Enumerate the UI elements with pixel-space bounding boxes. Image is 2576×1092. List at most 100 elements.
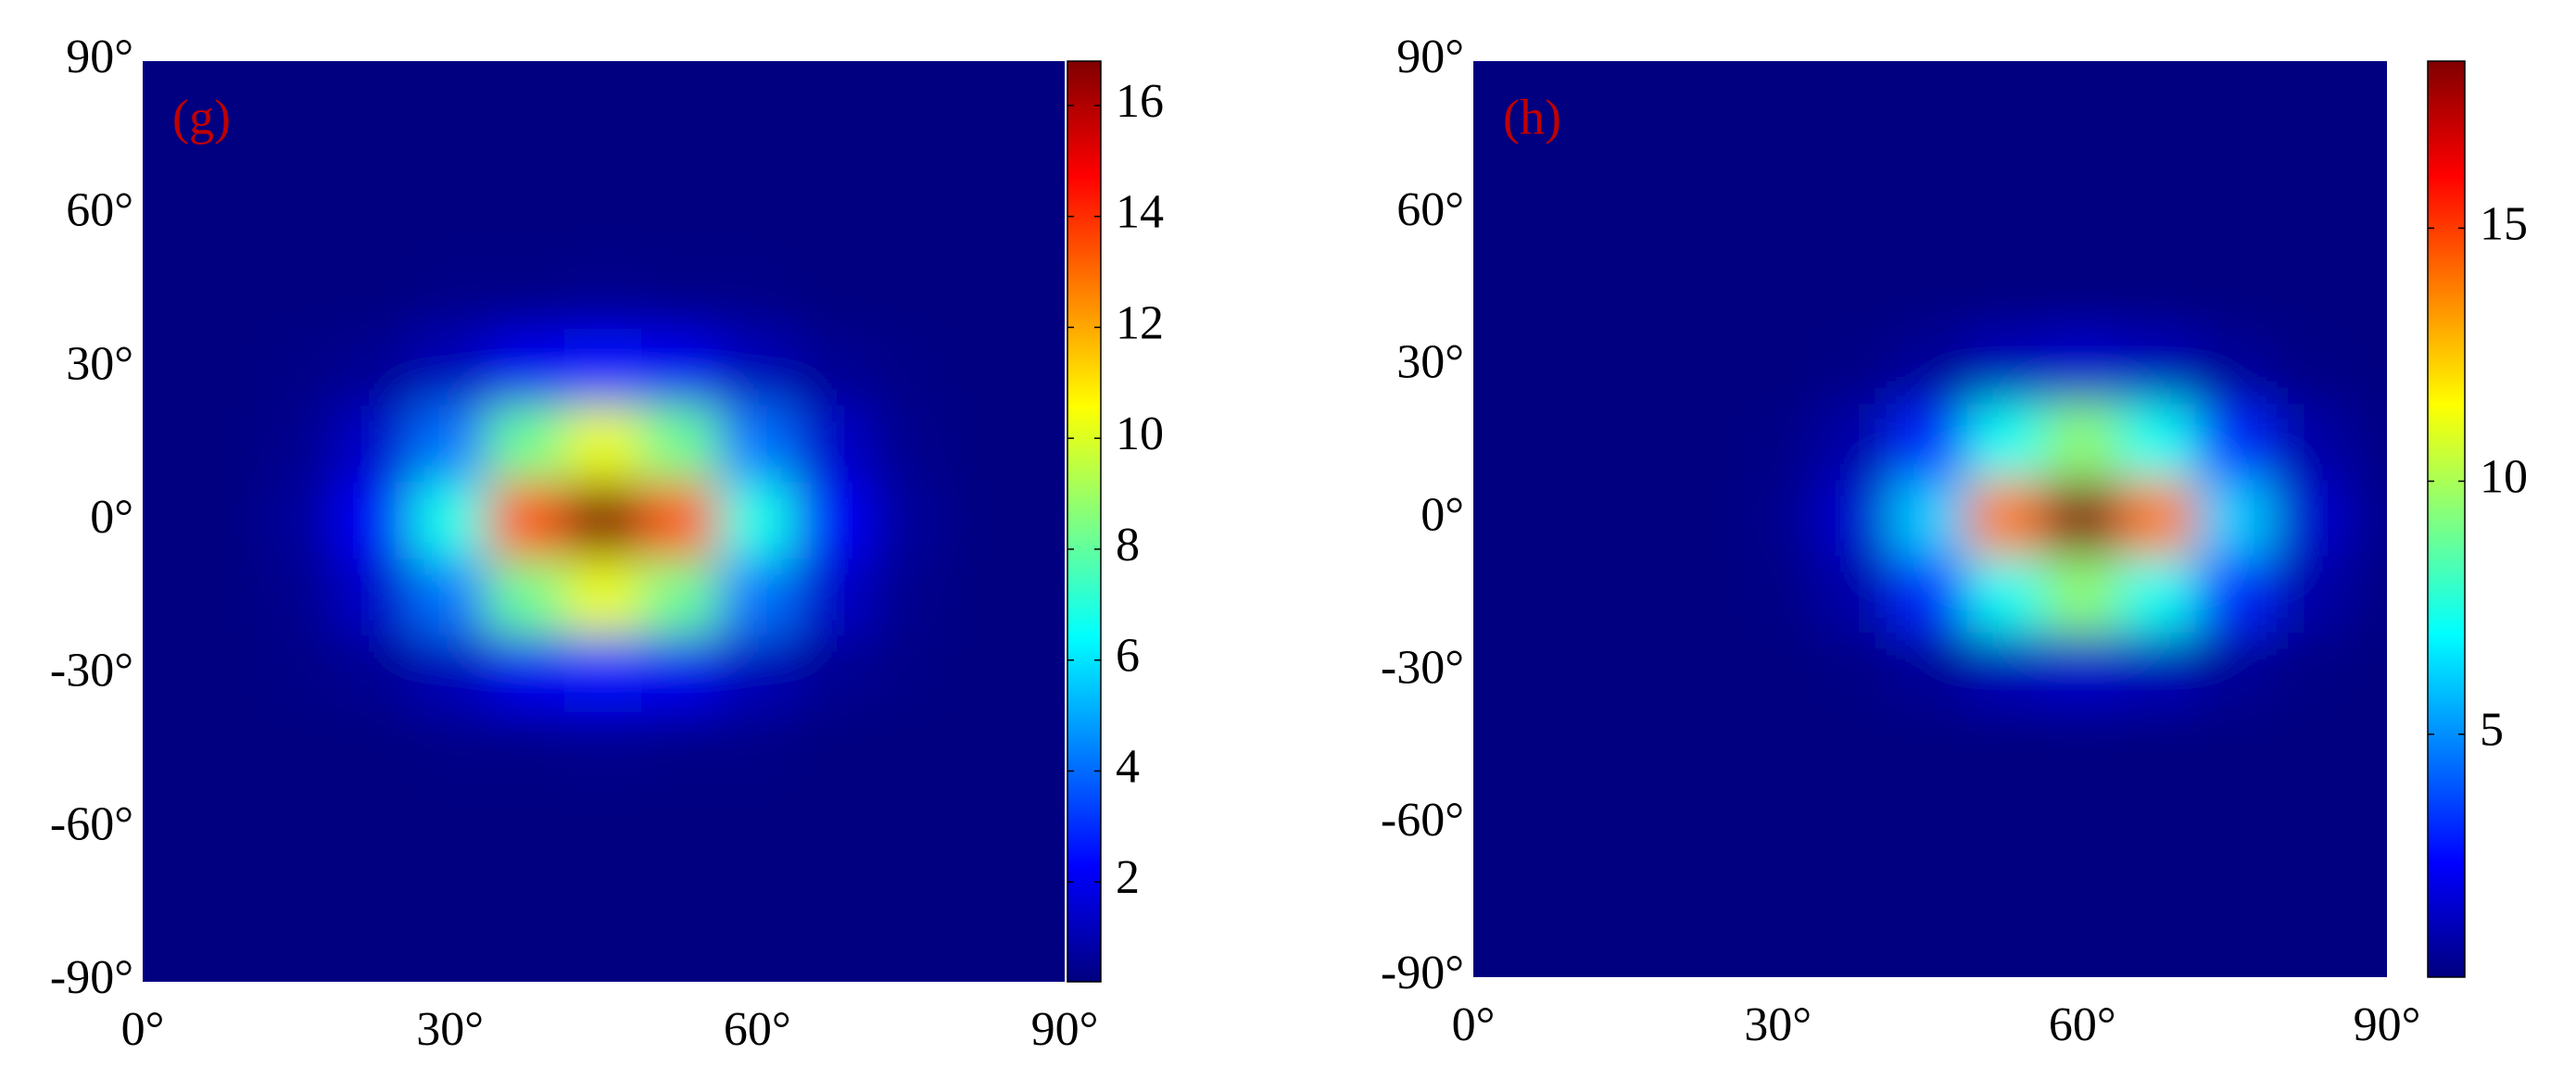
heatmap-cell (257, 788, 336, 868)
heatmap-cell (948, 175, 1028, 255)
heatmap-cell (1586, 937, 1665, 977)
heatmap-cell (180, 98, 259, 178)
colorbar-tick-label: 4 (1116, 740, 1140, 793)
heatmap-cell (1473, 861, 1513, 940)
heatmap-cell (180, 712, 259, 791)
heatmap-cell (1586, 98, 1665, 177)
heatmap-cell (871, 865, 951, 945)
heatmap-cell (2043, 174, 2122, 254)
heatmap-cell (143, 942, 183, 982)
heatmap-cell (2195, 327, 2274, 406)
heatmap-cell (334, 559, 413, 638)
heatmap-cell (1662, 174, 1741, 254)
heatmap-cell (1510, 480, 1589, 559)
heatmap-cell (1586, 556, 1665, 635)
heatmap-cell (640, 942, 720, 982)
heatmap-cell (1662, 403, 1741, 483)
heatmap-cell (717, 788, 797, 868)
heatmap-cell (257, 252, 336, 331)
heatmap-cell (948, 559, 1028, 638)
heatmap-cell (1510, 98, 1589, 177)
x-tick-label: 90° (1031, 1003, 1099, 1056)
heatmap-cell (334, 712, 413, 791)
heatmap-cell (2271, 556, 2350, 635)
heatmap-cell (1890, 61, 1970, 101)
heatmap-cell (1510, 251, 1589, 330)
heatmap-cell (2347, 327, 2387, 406)
heatmap-cell (2043, 861, 2122, 940)
y-tick-label: 60° (66, 184, 133, 237)
heatmap-cell (794, 635, 874, 715)
heatmap-cell (1814, 709, 1893, 787)
heatmap-cell (2347, 633, 2387, 711)
heatmap-cell (2347, 861, 2387, 940)
heatmap-cell (1890, 784, 1970, 864)
heatmap-cell (1814, 633, 1893, 711)
heatmap-cell (1025, 942, 1065, 982)
heatmap-cell (334, 635, 413, 715)
heatmap-cell (2119, 861, 2198, 940)
heatmap-cell (640, 328, 720, 408)
heatmap-cell (1967, 403, 2046, 483)
heatmap-cell (410, 788, 490, 868)
heatmap-cell (143, 328, 183, 408)
heatmap-cell (717, 942, 797, 982)
heatmap-cell (717, 175, 797, 255)
heatmap-cell (871, 405, 951, 484)
heatmap-cell (2195, 556, 2274, 635)
heatmap-cell (871, 175, 951, 255)
heatmap-cell (717, 252, 797, 331)
heatmap-cell (1510, 937, 1589, 977)
heatmap-cell (717, 865, 797, 945)
heatmap-cell (640, 175, 720, 255)
heatmap (1473, 61, 2387, 977)
colorbar-tick-label: 6 (1116, 630, 1140, 683)
heatmap-cell (2347, 403, 2387, 483)
heatmap-cell (717, 405, 797, 484)
heatmap-cell (871, 559, 951, 638)
heatmap-cell (2347, 480, 2387, 559)
heatmap-cell (871, 252, 951, 331)
heatmap-cell (1510, 709, 1589, 787)
heatmap-cell (1025, 61, 1065, 101)
heatmap-cell (487, 788, 567, 868)
heatmap-cell (1025, 482, 1065, 561)
heatmap-cell (1890, 251, 1970, 330)
heatmap-cell (1967, 633, 2046, 711)
heatmap-cell (143, 175, 183, 255)
heatmap-cell (2271, 861, 2350, 940)
y-tick-label: 0° (90, 491, 133, 544)
heatmap-cell (1814, 480, 1893, 559)
heatmap-cell (1890, 861, 1970, 940)
heatmap-cell (1025, 405, 1065, 484)
heatmap-cell (794, 788, 874, 868)
heatmap-cell (2271, 709, 2350, 787)
heatmap-cell (1662, 327, 1741, 406)
heatmap-cell (1586, 327, 1665, 406)
heatmap-cell (1890, 633, 1970, 711)
heatmap-cell (564, 175, 643, 255)
heatmap-cell (180, 788, 259, 868)
heatmap-cell (1662, 251, 1741, 330)
heatmap-cell (334, 942, 413, 982)
heatmap-cell (2195, 861, 2274, 940)
panel-label: (h) (1503, 89, 1561, 144)
heatmap-cell (1025, 635, 1065, 715)
colorbar-tick-label: 10 (2480, 450, 2528, 503)
heatmap-cell (1738, 327, 1817, 406)
heatmap-cell (180, 61, 259, 101)
heatmap-cell (487, 405, 567, 484)
heatmap-cell (2347, 709, 2387, 787)
heatmap-cell (794, 482, 874, 561)
heatmap-cell (564, 865, 643, 945)
heatmap-cell (1738, 98, 1817, 177)
heatmap-cell (334, 788, 413, 868)
heatmap-cell (2195, 480, 2274, 559)
colorbar-tick-label: 2 (1116, 851, 1140, 904)
heatmap-cell (1473, 98, 1513, 177)
heatmap-cell (2271, 61, 2350, 101)
heatmap-cell (794, 942, 874, 982)
heatmap-cell (180, 405, 259, 484)
heatmap-cell (2271, 174, 2350, 254)
heatmap-cell (640, 98, 720, 178)
